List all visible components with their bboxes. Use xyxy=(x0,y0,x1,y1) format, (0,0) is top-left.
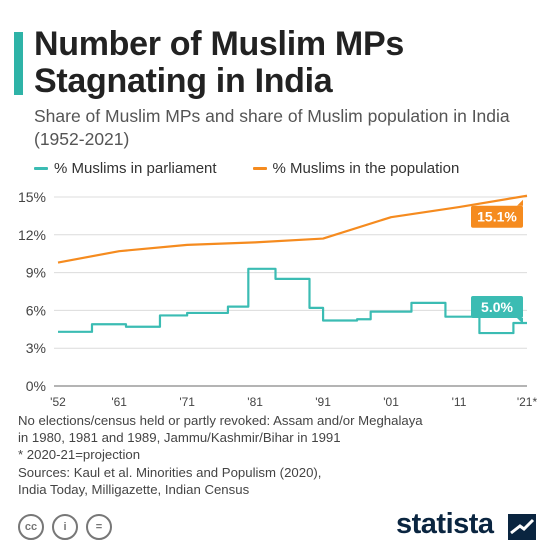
note-line: No elections/census held or partly revok… xyxy=(18,413,423,428)
population-line xyxy=(57,194,528,264)
y-tick-label: 12% xyxy=(18,227,46,243)
title-accent-bar xyxy=(14,32,23,95)
chart-notes: No elections/census held or partly revok… xyxy=(18,412,538,498)
parliament-end-badge xyxy=(471,296,523,318)
parliament-end-label: 5.0% xyxy=(481,299,513,315)
legend-swatch-population xyxy=(252,167,267,170)
note-line: * 2020-21=projection xyxy=(18,447,141,463)
cc-icon[interactable]: cc xyxy=(18,514,44,540)
note-line: India Today, Milligazette, Indian Census xyxy=(18,481,250,497)
y-tick-label: 3% xyxy=(26,340,46,356)
page-title: Number of Muslim MPs Stagnating in India xyxy=(34,25,404,100)
person-icon[interactable]: i xyxy=(52,514,78,540)
page-subtitle: Share of Muslim MPs and share of Muslim … xyxy=(34,106,510,149)
chart-legend: % Muslims in parliament % Muslims in the… xyxy=(34,160,459,177)
note-line: Sources: Kaul et al. Minorities and Popu… xyxy=(18,464,322,480)
y-tick-label: 15% xyxy=(18,189,46,205)
note-line: in 1980, 1981 and 1989, Jammu/Kashmir/Bi… xyxy=(18,430,341,446)
y-tick-label: 6% xyxy=(26,302,46,318)
x-tick-label: '01 xyxy=(383,395,399,409)
x-tick-label: '71 xyxy=(179,395,195,409)
population-end-badge xyxy=(471,205,523,228)
badge-pointer xyxy=(517,199,523,206)
population-end-label: 15.1% xyxy=(477,209,517,225)
y-tick-label: 0% xyxy=(26,378,46,394)
equals-icon[interactable]: = xyxy=(86,514,112,540)
legend-swatch-parliament xyxy=(34,167,48,170)
x-tick-label: '52 xyxy=(50,395,66,409)
line-chart: 0% 3% 6% 9% 12% 15% '52 '61 '71 '81 '91 '01 '11 '21* 5… xyxy=(18,189,538,409)
legend-item-parliament: % Muslims in parliament xyxy=(34,160,217,177)
x-tick-label: '91 xyxy=(315,395,331,409)
license-icons: cc i = xyxy=(18,514,112,540)
brand-logo-text[interactable]: statista xyxy=(396,508,494,540)
y-tick-label: 9% xyxy=(26,265,46,281)
x-tick-label: '81 xyxy=(247,395,263,409)
legend-label-population: % Muslims in the population xyxy=(272,160,460,177)
legend-item-population: % Muslims in the population xyxy=(252,160,460,177)
parliament-line xyxy=(58,267,527,335)
brand-mark-icon xyxy=(508,514,536,540)
legend-label-parliament: % Muslims in parliament xyxy=(54,160,217,177)
x-tick-label: '61 xyxy=(111,395,127,409)
footer: cc i = statista xyxy=(0,508,554,554)
x-tick-label: '21* xyxy=(517,395,538,409)
x-tick-label: '11 xyxy=(452,395,467,409)
badge-pointer xyxy=(517,318,523,324)
